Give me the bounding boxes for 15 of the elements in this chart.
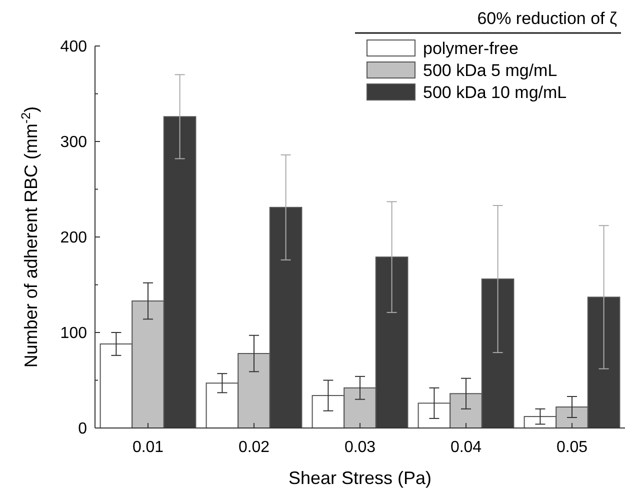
legend-label: polymer-free: [423, 39, 518, 58]
x-tick-label: 0.04: [450, 439, 482, 456]
legend-title: 60% reduction of ζ: [477, 9, 618, 28]
y-tick-label: 100: [60, 325, 88, 342]
x-tick-label: 0.03: [344, 439, 376, 456]
y-tick-label: 400: [60, 38, 88, 56]
y-tick-label: 200: [60, 230, 88, 247]
x-tick-label: 0.02: [238, 439, 270, 456]
legend-label: 500 kDa 10 mg/mL: [423, 83, 567, 102]
legend-label: 500 kDa 5 mg/mL: [423, 61, 558, 80]
x-tick-label: 0.05: [556, 439, 588, 456]
y-tick-label: 300: [60, 134, 88, 152]
y-tick-label: 0: [78, 420, 88, 438]
x-axis-title: Shear Stress (Pa): [288, 468, 432, 488]
x-tick-label: 0.01: [132, 439, 164, 456]
